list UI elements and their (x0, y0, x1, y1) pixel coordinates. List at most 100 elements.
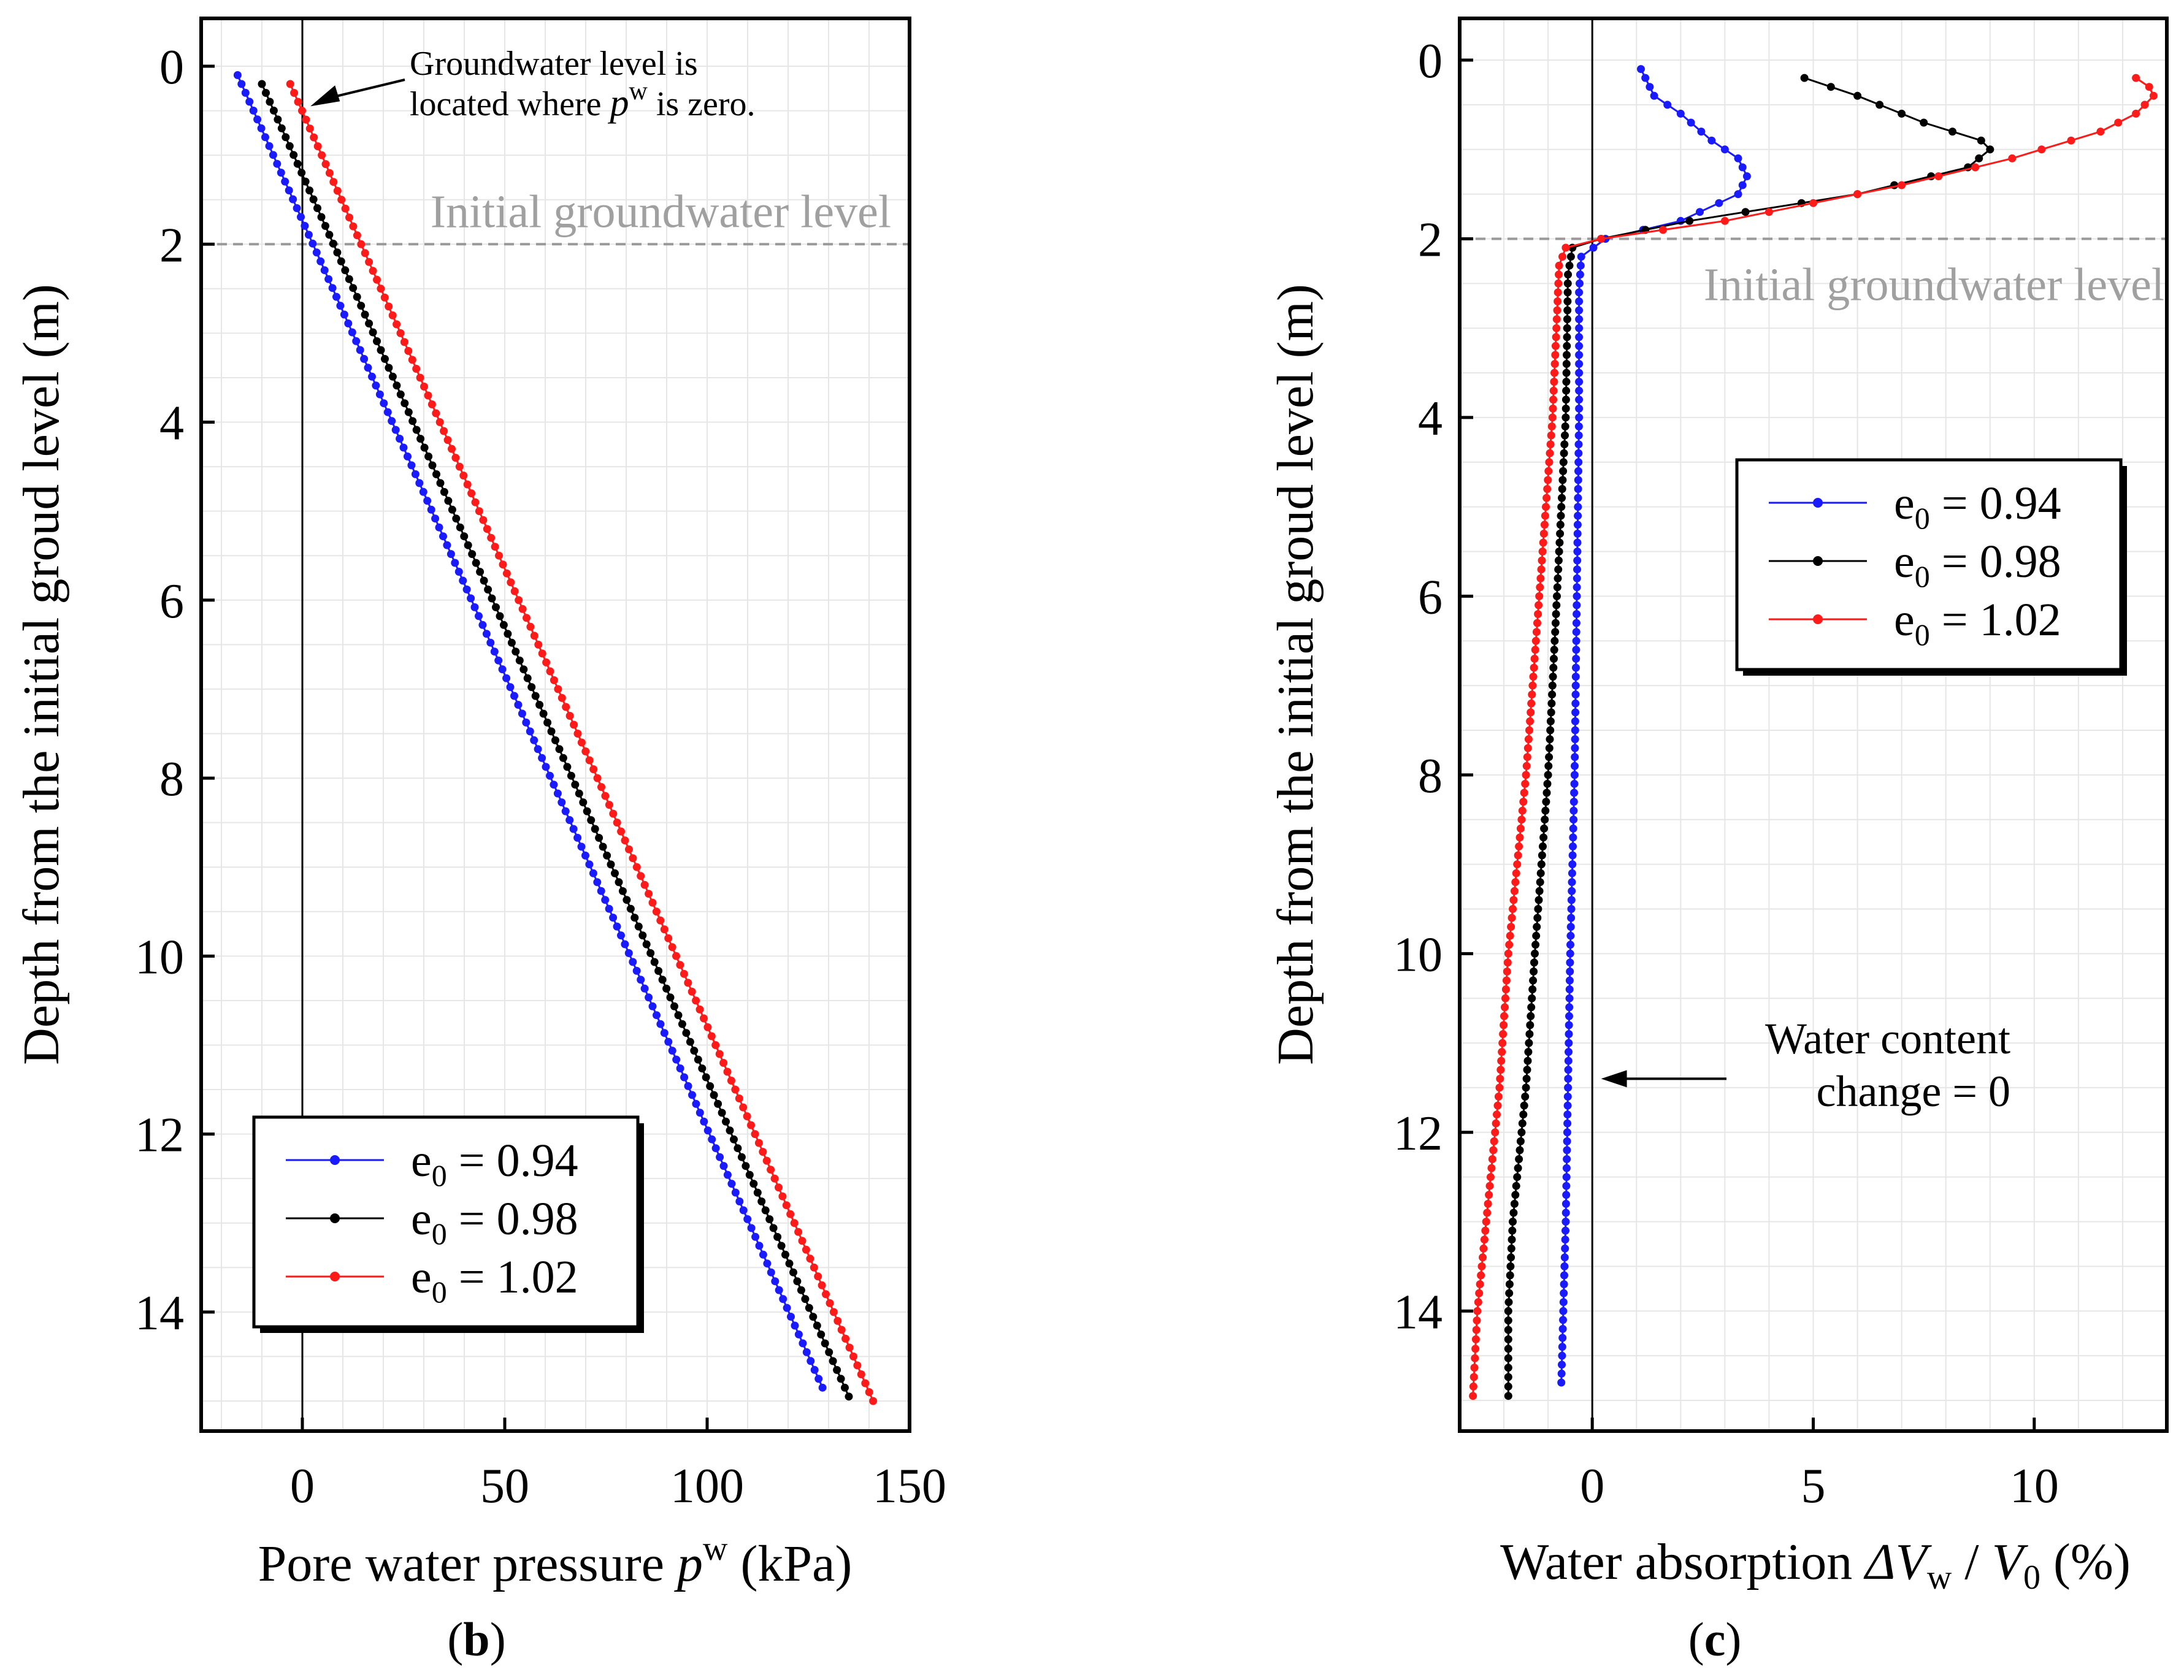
series-point-1 (753, 1188, 762, 1197)
series-point-0 (577, 842, 586, 851)
series-point-2 (1503, 958, 1512, 967)
series-point-0 (281, 177, 289, 186)
series-point-0 (506, 683, 515, 692)
series-point-1 (626, 904, 635, 913)
series-point-2 (1515, 833, 1524, 842)
series-point-0 (1571, 699, 1580, 708)
series-point-1 (1556, 529, 1565, 538)
legend-label-1: e0 = 0.98 (411, 1193, 578, 1251)
series-point-0 (1574, 503, 1582, 511)
series-point-0 (783, 1304, 791, 1312)
panel-b-caption-letter: b (463, 1613, 489, 1666)
series-point-2 (656, 916, 665, 925)
series-point-0 (1561, 1218, 1570, 1226)
series-point-1 (269, 106, 278, 115)
series-point-2 (554, 685, 562, 693)
series-point-0 (245, 97, 254, 106)
series-point-2 (298, 107, 306, 115)
series-point-2 (1470, 1364, 1479, 1372)
series-point-1 (1518, 1119, 1527, 1128)
series-point-2 (1519, 798, 1528, 806)
series-point-2 (794, 1228, 803, 1236)
series-point-2 (1546, 449, 1554, 457)
series-point-2 (1476, 1280, 1484, 1288)
series-point-1 (357, 302, 366, 310)
series-point-1 (1548, 690, 1557, 699)
series-point-1 (1529, 976, 1538, 985)
series-point-2 (1533, 619, 1541, 627)
series-point-0 (802, 1348, 811, 1356)
series-point-1 (297, 169, 306, 177)
series-point-0 (257, 124, 266, 132)
series-point-2 (833, 1316, 842, 1325)
series-point-2 (2008, 154, 2017, 162)
series-point-2 (1496, 1066, 1505, 1074)
series-point-1 (555, 745, 564, 754)
series-point-0 (613, 922, 621, 931)
series-point-1 (1521, 1093, 1530, 1101)
series-point-0 (459, 576, 467, 585)
series-point-0 (261, 133, 269, 142)
series-point-1 (345, 275, 353, 283)
series-point-1 (476, 568, 485, 576)
series-point-0 (609, 914, 618, 922)
panel-b-x-axis-title-text: Pore water pressure (258, 1535, 664, 1592)
series-point-2 (530, 632, 538, 640)
series-point-1 (313, 204, 321, 212)
series-point-0 (233, 71, 242, 79)
series-point-1 (1532, 931, 1541, 940)
series-point-1 (1563, 297, 1572, 305)
series-point-1 (1563, 333, 1571, 342)
series-point-0 (1575, 288, 1584, 297)
series-point-0 (767, 1268, 775, 1277)
series-point-0 (1567, 896, 1576, 904)
series-point-0 (1567, 905, 1576, 913)
series-point-1 (448, 505, 456, 514)
series-point-0 (1562, 1164, 1571, 1172)
series-point-0 (1575, 395, 1584, 404)
series-point-1 (1540, 824, 1549, 833)
series-point-0 (1696, 208, 1704, 216)
series-point-0 (1574, 511, 1582, 520)
series-point-2 (1479, 1244, 1488, 1253)
series-point-1 (1508, 1235, 1516, 1244)
series-point-2 (1474, 1298, 1482, 1307)
y-tick-label: 6 (1418, 570, 1443, 624)
series-point-0 (569, 825, 578, 833)
series-point-1 (1536, 878, 1544, 887)
series-point-0 (593, 878, 602, 887)
series-point-0 (1561, 1199, 1570, 1208)
series-point-2 (1513, 860, 1522, 869)
series-point-2 (762, 1156, 771, 1165)
series-point-1 (416, 435, 425, 443)
series-point-2 (341, 204, 350, 213)
series-point-2 (487, 533, 496, 542)
panel-c-water-content-annotation: Water content change = 0 (1601, 1014, 2010, 1116)
series-point-0 (1574, 458, 1583, 467)
series-point-1 (523, 674, 532, 682)
series-point-0 (1563, 1155, 1571, 1163)
series-point-1 (539, 709, 548, 718)
series-point-0 (810, 1365, 819, 1374)
series-point-2 (1500, 1012, 1508, 1020)
series-point-2 (1549, 395, 1558, 404)
series-point-2 (1521, 779, 1530, 788)
series-point-1 (293, 159, 302, 168)
series-point-1 (325, 231, 334, 239)
series-point-0 (475, 612, 483, 620)
series-point-2 (1554, 279, 1563, 288)
series-point-0 (1569, 833, 1577, 842)
series-point-2 (680, 969, 688, 978)
series-point-2 (648, 898, 657, 907)
series-point-1 (801, 1295, 810, 1304)
series-point-0 (1575, 378, 1584, 386)
series-point-1 (1551, 619, 1560, 627)
series-point-0 (1566, 923, 1575, 931)
series-point-0 (703, 1126, 712, 1135)
series-point-0 (427, 505, 435, 514)
series-point-0 (304, 231, 313, 239)
series-point-0 (1573, 601, 1581, 609)
series-point-2 (640, 880, 649, 889)
series-point-0 (454, 568, 463, 576)
series-point-0 (285, 186, 293, 194)
